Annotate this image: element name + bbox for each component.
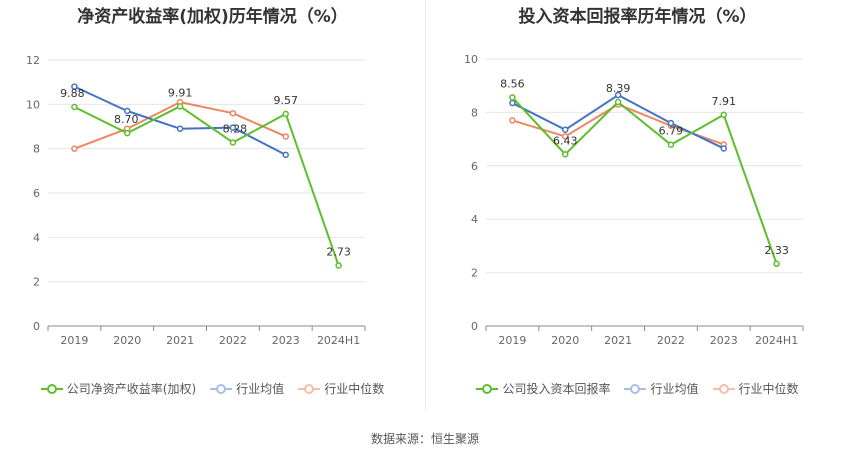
series-line xyxy=(511,96,778,265)
legend-label: 行业中位数 xyxy=(738,382,799,396)
data-label: 6.43 xyxy=(553,134,578,147)
x-tick-label: 2020 xyxy=(113,334,141,347)
x-tick-label: 2024H1 xyxy=(755,334,798,347)
legend-item-company[interactable]: 公司净资产收益率(加权) xyxy=(40,380,197,397)
chart-legend: 公司净资产收益率(加权) 行业均值 行业中位数 xyxy=(0,380,425,397)
y-tick-label: 0 xyxy=(33,320,40,333)
series-line xyxy=(73,105,340,266)
data-label: 9.91 xyxy=(168,86,193,99)
x-tick-label: 2023 xyxy=(710,334,738,347)
legend-label: 公司投入资本回报率 xyxy=(502,382,611,396)
legend-line-icon xyxy=(40,383,63,394)
roe-line-chart: 0 2 4 6 8 10 12 2019 2020 2021 2022 2023 2024H1 9.88 8… xyxy=(26,54,366,347)
y-tick-label: 4 xyxy=(471,213,478,226)
data-point[interactable] xyxy=(667,119,675,127)
legend-item-industry-mean[interactable]: 行业均值 xyxy=(624,380,699,397)
data-point[interactable] xyxy=(720,145,727,152)
data-point[interactable] xyxy=(562,133,569,140)
data-point[interactable] xyxy=(71,145,78,152)
x-tick-label: 2022 xyxy=(657,334,685,347)
data-point[interactable] xyxy=(176,103,184,110)
x-tick-label: 2022 xyxy=(219,334,247,347)
legend-label: 行业均值 xyxy=(236,382,285,396)
data-label: 7.91 xyxy=(712,95,737,108)
y-tick-label: 4 xyxy=(33,231,40,244)
chart-title: 投入资本回报率历年情况（%） xyxy=(518,7,757,27)
y-tick-label: 6 xyxy=(33,187,40,200)
data-point[interactable] xyxy=(282,110,289,118)
y-tick-label: 2 xyxy=(471,267,478,280)
data-label: 8.56 xyxy=(500,77,525,90)
data-point[interactable] xyxy=(282,151,289,159)
data-point[interactable] xyxy=(71,83,78,90)
legend-line-icon xyxy=(624,383,647,394)
legend-item-company[interactable]: 公司投入资本回报率 xyxy=(476,380,610,397)
data-label: 9.88 xyxy=(60,87,85,100)
chart-legend: 公司投入资本回报率 行业均值 行业中位数 xyxy=(425,380,850,397)
x-tick-label: 2019 xyxy=(498,334,526,347)
data-point[interactable] xyxy=(614,91,622,99)
data-point[interactable] xyxy=(124,129,131,137)
legend-item-industry-median[interactable]: 行业中位数 xyxy=(712,380,799,397)
data-point[interactable] xyxy=(71,103,78,111)
data-label: 8.28 xyxy=(223,122,248,135)
legend-item-industry-mean[interactable]: 行业均值 xyxy=(210,380,284,397)
data-label: 8.70 xyxy=(114,113,139,126)
data-point[interactable] xyxy=(282,133,289,140)
legend-line-icon xyxy=(210,383,233,394)
data-point[interactable] xyxy=(720,111,727,119)
y-tick-label: 0 xyxy=(471,320,478,333)
data-point[interactable] xyxy=(124,107,131,115)
legend-label: 行业均值 xyxy=(650,382,699,396)
data-point[interactable] xyxy=(509,94,516,101)
data-label: 6.79 xyxy=(659,125,684,138)
y-tick-label: 12 xyxy=(26,54,40,67)
data-source-note: 数据来源：恒生聚源 xyxy=(370,432,479,446)
x-tick-label: 2024H1 xyxy=(317,334,360,347)
data-point[interactable] xyxy=(773,260,780,268)
x-tick-label: 2021 xyxy=(166,334,194,347)
data-point[interactable] xyxy=(614,98,622,106)
legend-line-icon xyxy=(476,383,499,394)
legend-line-icon xyxy=(712,383,735,394)
data-point[interactable] xyxy=(229,124,237,131)
chart-title: 净资产收益率(加权)历年情况（%） xyxy=(77,7,348,27)
y-tick-label: 2 xyxy=(33,276,40,289)
y-tick-label: 8 xyxy=(33,143,40,156)
legend-label: 公司净资产收益率(加权) xyxy=(66,382,197,396)
legend-line-icon xyxy=(298,383,321,394)
legend-label: 行业中位数 xyxy=(324,382,385,396)
data-label: 2.33 xyxy=(764,244,789,257)
data-point[interactable] xyxy=(335,262,342,269)
data-point[interactable] xyxy=(667,141,675,148)
roe-chart-panel: 净资产收益率(加权)历年情况（%） 0 2 4 6 8 10 12 2019 2020 2021 2… xyxy=(0,0,425,425)
data-label: 2.73 xyxy=(326,245,351,258)
y-tick-label: 10 xyxy=(464,53,478,66)
data-point[interactable] xyxy=(176,125,184,132)
y-tick-label: 8 xyxy=(471,106,478,119)
roic-chart-panel: 投入资本回报率历年情况（%） 0 2 4 6 8 10 2019 2020 2021 2022 20… xyxy=(425,0,850,425)
series-line xyxy=(512,103,725,146)
y-tick-label: 6 xyxy=(471,160,478,173)
data-point[interactable] xyxy=(229,139,237,146)
x-tick-label: 2019 xyxy=(60,334,88,347)
x-tick-label: 2023 xyxy=(272,334,300,347)
data-label: 8.39 xyxy=(606,82,631,95)
data-label: 9.57 xyxy=(274,94,299,107)
data-point[interactable] xyxy=(509,117,516,124)
data-point[interactable] xyxy=(562,126,569,134)
data-point[interactable] xyxy=(562,151,569,158)
y-tick-label: 10 xyxy=(26,98,40,111)
x-tick-label: 2020 xyxy=(551,334,579,347)
data-point[interactable] xyxy=(509,99,516,107)
x-tick-label: 2021 xyxy=(604,334,632,347)
panel-divider xyxy=(425,0,426,410)
legend-item-industry-median[interactable]: 行业中位数 xyxy=(298,380,384,397)
data-point[interactable] xyxy=(229,109,237,117)
roic-line-chart: 0 2 4 6 8 10 2019 2020 2021 2022 2023 2024H1 8.56 6.4… xyxy=(464,53,804,347)
